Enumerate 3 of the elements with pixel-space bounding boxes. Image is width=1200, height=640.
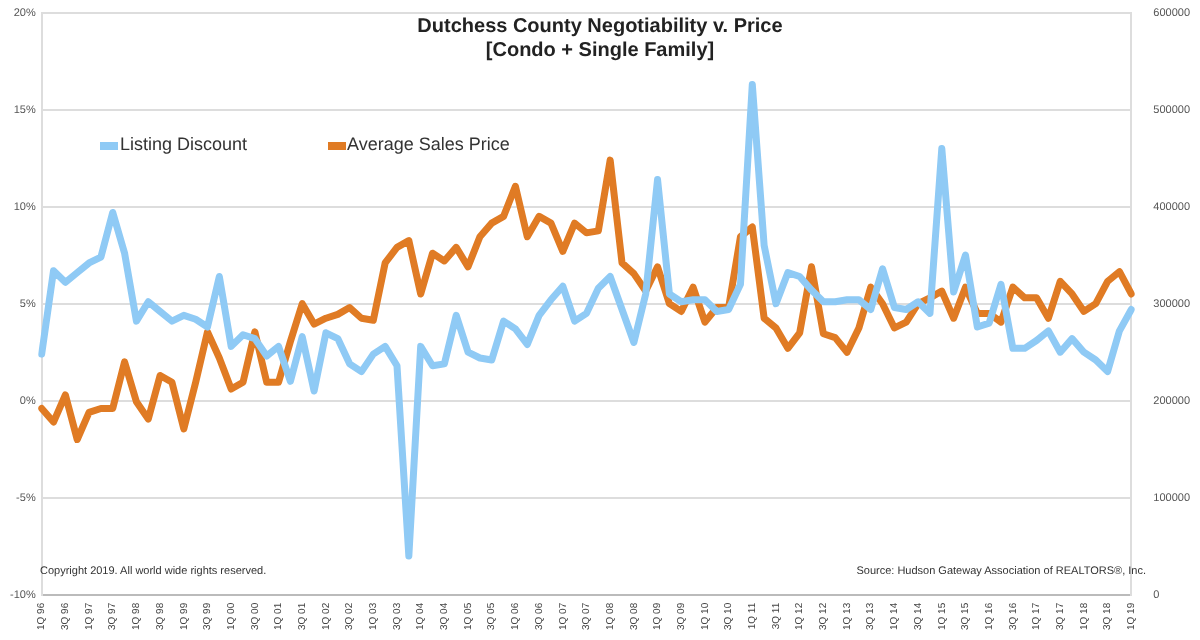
legend-label: Average Sales Price <box>345 134 510 154</box>
legend-label: Listing Discount <box>118 134 248 154</box>
text: Dutchess County Negotiability v. Price [Condo + Single Family] <box>415 16 785 64</box>
